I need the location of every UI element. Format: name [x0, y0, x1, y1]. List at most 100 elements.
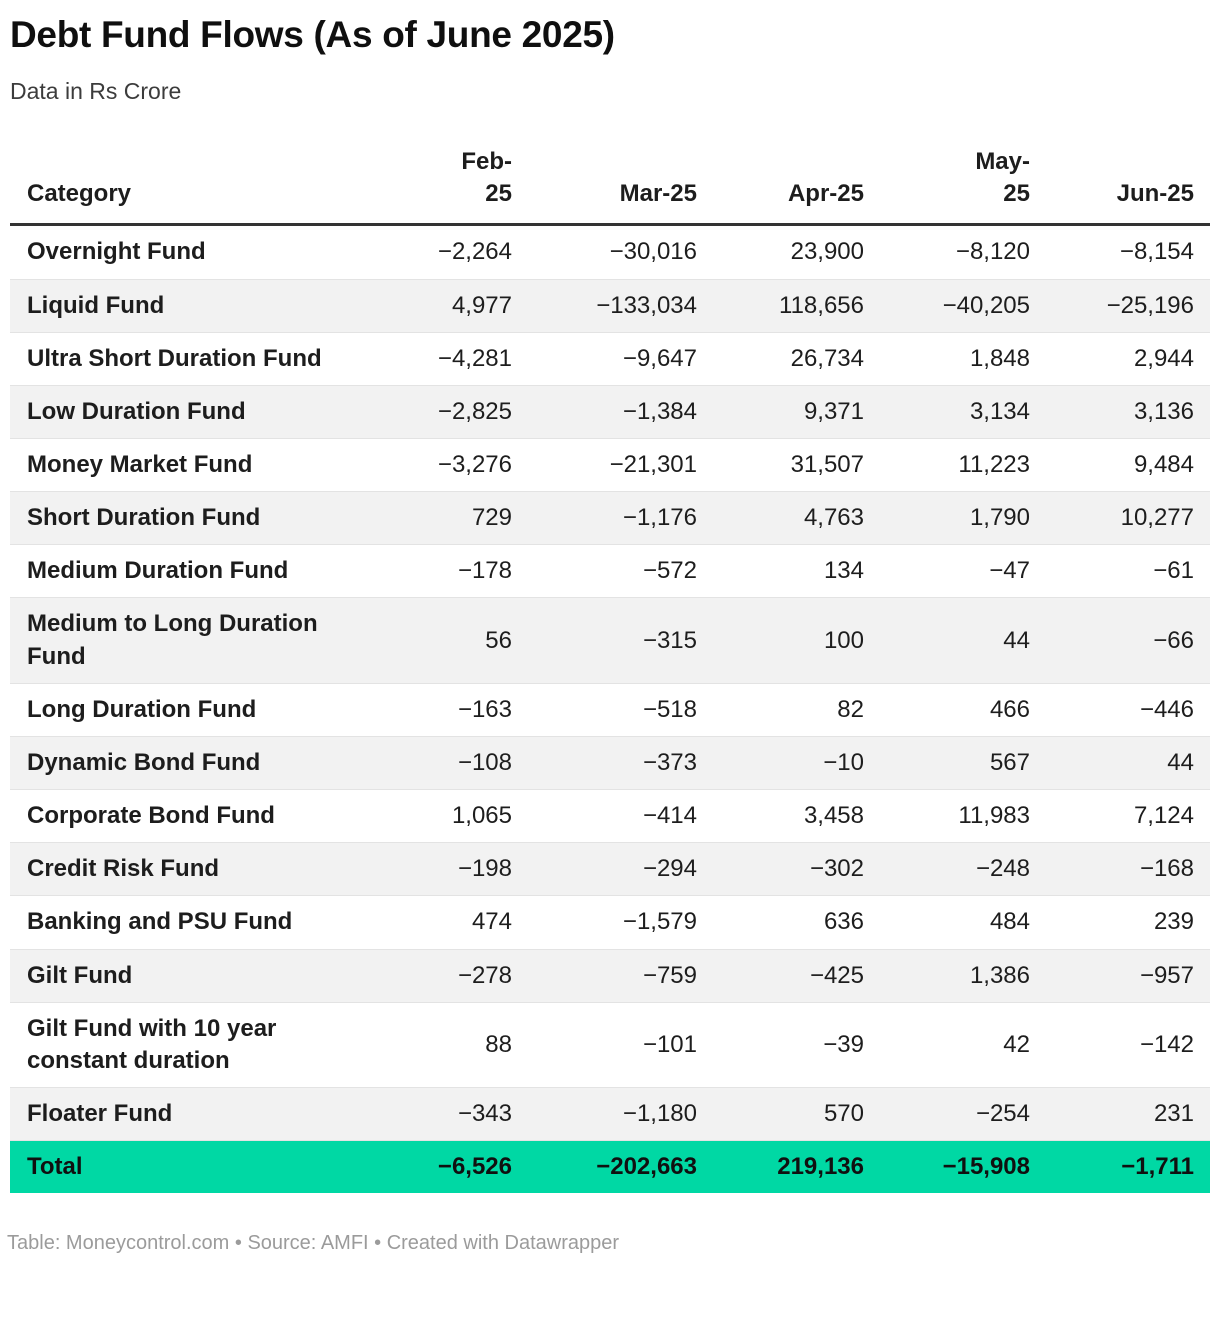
value-cell: 239 [1153, 908, 1194, 936]
value-cell: −8,154 [1119, 238, 1194, 266]
value-cell: 10,277 [1120, 504, 1194, 532]
row-category: Banking and PSU Fund [27, 908, 293, 936]
table-row-gilt-fund-10yr-constant-duration: Gilt Fund with 10 year constant duration… [10, 1002, 1210, 1087]
table-row-medium-to-long-duration-fund: Medium to Long Duration Fund 56 −315 100… [10, 597, 1210, 684]
row-category: Medium to Long Duration Fund [27, 610, 318, 670]
value-cell: 1,790 [969, 504, 1030, 532]
value-cell: −40,205 [942, 291, 1030, 319]
source-credit: Table: Moneycontrol.com • Source: AMFI •… [7, 1232, 620, 1255]
column-header-apr-25: Apr-25 [713, 138, 880, 227]
value-cell: −425 [809, 961, 864, 989]
value-cell: −2,825 [437, 397, 512, 425]
value-cell: −294 [642, 855, 697, 883]
value-cell: −343 [457, 1100, 512, 1127]
value-cell: 9,371 [803, 397, 864, 425]
value-cell: 729 [471, 504, 512, 532]
value-cell: −446 [1139, 695, 1194, 723]
table-row-gilt-fund: Gilt Fund −278 −759 −425 1,386 −957 [10, 949, 1210, 1003]
table-row-low-duration-fund: Low Duration Fund −2,825 −1,384 9,371 3,… [10, 385, 1210, 439]
table-row-money-market-fund: Money Market Fund −3,276 −21,301 31,507 … [10, 438, 1210, 491]
table-row-medium-duration-fund: Medium Duration Fund −178 −572 134 −47 −… [10, 544, 1210, 598]
table-row-short-duration-fund: Short Duration Fund 729 −1,176 4,763 1,7… [10, 491, 1210, 545]
value-cell: −108 [457, 748, 512, 776]
column-header-jun-25: Jun-25 [1046, 138, 1210, 227]
table-row-corporate-bond-fund: Corporate Bond Fund 1,065 −414 3,458 11,… [10, 789, 1210, 843]
value-cell: −39 [823, 1030, 864, 1058]
table-row-liquid-fund: Liquid Fund 4,977 −133,034 118,656 −40,2… [10, 279, 1210, 333]
row-category: Ultra Short Duration Fund [27, 344, 322, 372]
value-cell: 3,458 [803, 802, 864, 830]
row-category: Gilt Fund [27, 961, 133, 989]
value-cell: −2,264 [437, 238, 512, 266]
value-cell: 11,983 [958, 802, 1030, 830]
value-cell: −8,120 [955, 238, 1030, 266]
page-title: Debt Fund Flows (As of June 2025) [10, 14, 615, 55]
value-cell: 31,507 [790, 450, 864, 478]
value-cell: 4,977 [451, 291, 512, 319]
row-category: Money Market Fund [27, 450, 253, 478]
row-category: Gilt Fund with 10 year constant duration [27, 1014, 277, 1074]
value-cell: −572 [642, 557, 697, 585]
value-cell: 9,484 [1133, 450, 1194, 478]
value-cell: −1,579 [622, 908, 697, 936]
table-row-ultra-short-duration-fund: Ultra Short Duration Fund −4,281 −9,647 … [10, 332, 1210, 385]
total-value-cell: 219,136 [777, 1153, 864, 1181]
value-cell: −3,276 [437, 450, 512, 478]
table-row-dynamic-bond-fund: Dynamic Bond Fund −108 −373 −10 567 44 [10, 736, 1210, 790]
row-category: Credit Risk Fund [27, 855, 220, 883]
value-cell: 118,656 [779, 291, 864, 319]
value-cell: 100 [823, 626, 864, 654]
value-cell: 3,134 [969, 397, 1030, 425]
value-cell: −4,281 [437, 344, 512, 372]
value-cell: 1,848 [969, 344, 1030, 372]
value-cell: −198 [457, 855, 512, 883]
value-cell: −168 [1139, 855, 1194, 883]
value-cell: −21,301 [609, 450, 697, 478]
value-cell: −9,647 [622, 344, 697, 372]
page-subtitle: Data in Rs Crore [10, 78, 182, 104]
row-category: Low Duration Fund [27, 397, 246, 425]
row-category: Medium Duration Fund [27, 557, 289, 585]
total-label: Total [27, 1153, 83, 1181]
table-row-overnight-fund: Overnight Fund −2,264 −30,016 23,900 −8,… [10, 225, 1210, 279]
value-cell: −248 [975, 855, 1030, 883]
column-header-may-25: May- 25 [880, 138, 1046, 227]
column-header-mar-25: Mar-25 [528, 138, 713, 227]
value-cell: −414 [642, 802, 697, 830]
value-cell: 7,124 [1133, 802, 1194, 830]
value-cell: −373 [642, 748, 697, 776]
value-cell: −518 [642, 695, 697, 723]
value-cell: 26,734 [790, 344, 864, 372]
value-cell: 466 [989, 695, 1030, 723]
value-cell: −10 [823, 748, 864, 776]
value-cell: 134 [823, 557, 864, 585]
debt-fund-flows-table: Category Feb- 25 Mar-25 Apr-25 May- 25 J… [10, 138, 1210, 1194]
page: Debt Fund Flows (As of June 2025) Data i… [7, 14, 1210, 1255]
value-cell: −47 [989, 557, 1030, 585]
value-cell: 42 [1003, 1030, 1030, 1058]
value-cell: −278 [457, 961, 512, 989]
row-category: Corporate Bond Fund [27, 802, 275, 830]
value-cell: −101 [642, 1030, 697, 1058]
value-cell: 82 [837, 695, 864, 723]
value-cell: 484 [989, 908, 1030, 936]
table-footer: Total −6,526 −202,663 219,136 −15,908 −1… [10, 1140, 1210, 1194]
row-category: Floater Fund [27, 1100, 173, 1127]
value-cell: −957 [1139, 961, 1194, 989]
table-header: Category Feb- 25 Mar-25 Apr-25 May- 25 J… [10, 138, 1210, 227]
row-category: Dynamic Bond Fund [27, 748, 261, 776]
row-category: Liquid Fund [27, 291, 165, 319]
value-cell: 231 [1153, 1100, 1194, 1127]
column-header-feb-25: Feb- 25 [350, 138, 528, 227]
table-row-credit-risk-fund: Credit Risk Fund −198 −294 −302 −248 −16… [10, 842, 1210, 896]
value-cell: 11,223 [958, 450, 1030, 478]
header-row: Category Feb- 25 Mar-25 Apr-25 May- 25 J… [10, 138, 1210, 227]
value-cell: 570 [823, 1100, 864, 1127]
value-cell: −133,034 [596, 291, 697, 319]
total-row: Total −6,526 −202,663 219,136 −15,908 −1… [10, 1140, 1210, 1194]
value-cell: 3,136 [1133, 397, 1194, 425]
value-cell: 474 [471, 908, 512, 936]
value-cell: −1,176 [622, 504, 697, 532]
value-cell: 44 [1167, 748, 1194, 776]
value-cell: 2,944 [1133, 344, 1194, 372]
